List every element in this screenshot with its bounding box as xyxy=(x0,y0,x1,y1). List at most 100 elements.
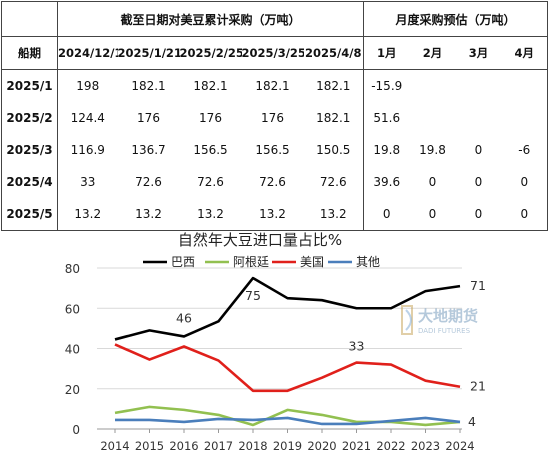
row-label: 2025/2 xyxy=(1,102,58,134)
cell: 0 xyxy=(474,143,483,157)
series-lines xyxy=(114,276,461,427)
cell: 19.8 xyxy=(419,143,446,157)
x-tick-label: 2016 xyxy=(169,439,198,453)
cell: 156.5 xyxy=(193,143,228,157)
y-tick-label: 20 xyxy=(65,383,80,397)
watermark-cn: 大地期货 xyxy=(418,307,478,325)
cell: 0 xyxy=(474,175,483,189)
month-col: 2月 xyxy=(409,36,456,70)
data-label: 33 xyxy=(349,339,365,354)
date-col: 2025/2/25 xyxy=(179,36,242,70)
cell: 176 xyxy=(199,111,222,125)
legend-label: 阿根廷 xyxy=(233,255,269,269)
cell: -6 xyxy=(501,134,549,166)
y-axis: 0 20 40 60 80 xyxy=(65,262,80,437)
dadi-futures-watermark: 大地期货 DADI FUTURES xyxy=(398,300,498,340)
month-col: 4月 xyxy=(501,36,549,70)
cell xyxy=(410,70,456,103)
date-col: 2024/12/1 xyxy=(57,36,118,70)
y-tick-label: 40 xyxy=(65,343,80,357)
cell: 13.2 xyxy=(303,198,364,231)
legend: 巴西 阿根廷 美国 其他 xyxy=(143,255,380,269)
table-row: 2025/1 198 182.1 182.1 182.1 182.1 -15.9 xyxy=(1,69,549,103)
cell: 72.6 xyxy=(197,175,224,189)
header-cumulative: 截至日期对美豆累计采购（万吨） xyxy=(57,1,364,37)
cell: 182.1 xyxy=(255,79,290,93)
data-label: 75 xyxy=(245,288,261,303)
table-row: 2025/5 13.2 13.2 13.2 13.2 13.2 0 0 0 0 xyxy=(1,198,549,231)
cell: 198 xyxy=(76,79,100,93)
date-col: 2025/3/25 xyxy=(241,36,304,70)
data-label: 71 xyxy=(470,278,486,293)
cell: 0 xyxy=(428,175,437,189)
cell: 136.7 xyxy=(131,143,166,157)
data-label: 4 xyxy=(468,414,476,429)
cell: 33 xyxy=(80,175,96,189)
row-label: 2025/5 xyxy=(1,198,58,231)
cell: 150.5 xyxy=(303,134,364,166)
series-line-阿根廷 xyxy=(114,405,461,427)
date-col: 2025/1/21 xyxy=(117,36,180,70)
x-tick-label: 2021 xyxy=(342,439,371,453)
cell: 124.4 xyxy=(70,111,105,125)
logo-icon: 大地期货 DADI FUTURES xyxy=(401,305,478,335)
cell: 176 xyxy=(137,111,160,125)
date-col: 2025/4/8 xyxy=(303,36,364,70)
y-tick-label: 80 xyxy=(65,262,80,276)
legend-label: 其他 xyxy=(356,255,380,269)
cell xyxy=(410,102,456,134)
y-tick-label: 0 xyxy=(72,423,80,437)
cell: 72.6 xyxy=(135,175,162,189)
row-label: 2025/4 xyxy=(1,166,58,198)
cell: 19.8 xyxy=(373,143,401,157)
cell: 176 xyxy=(261,111,284,125)
x-axis: 2014 2015 2016 2017 2018 2019 2020 2021 2022 2023… xyxy=(100,429,475,453)
month-col: 1月 xyxy=(363,36,410,70)
annotations: 46 75 33 71 21 4 xyxy=(176,278,486,429)
x-tick-label: 2024 xyxy=(445,439,474,453)
cell: 156.5 xyxy=(255,143,290,157)
x-tick-label: 2022 xyxy=(376,439,405,453)
row-label: 2025/1 xyxy=(1,69,58,102)
cell: 0 xyxy=(409,198,456,231)
x-tick-label: 2017 xyxy=(204,439,233,453)
cell: 13.2 xyxy=(241,198,304,231)
header-monthly: 月度采购预估（万吨） xyxy=(362,1,549,37)
series-line-巴西 xyxy=(114,276,461,341)
cell: 182.1 xyxy=(131,79,166,93)
row-label: 2025/3 xyxy=(1,134,58,166)
cell: 0 xyxy=(363,198,410,231)
cell: 0 xyxy=(501,166,549,198)
series-line-其他 xyxy=(115,416,461,426)
cell: 0 xyxy=(501,198,549,231)
x-tick-label: 2015 xyxy=(135,439,164,453)
cell xyxy=(456,70,502,103)
cell: 13.2 xyxy=(179,198,242,231)
chart-title: 自然年大豆进口量占比% xyxy=(178,231,342,249)
cell: 72.6 xyxy=(303,166,364,198)
y-tick-label: 60 xyxy=(65,302,80,316)
x-tick-label: 2018 xyxy=(238,439,267,453)
procurement-table: 截至日期对美豆累计采购（万吨） 月度采购预估（万吨） 船期 2024/12/1 … xyxy=(1,1,549,231)
series-line-美国 xyxy=(114,343,461,393)
data-label: 46 xyxy=(176,310,192,325)
cell: 39.6 xyxy=(373,175,401,189)
cell xyxy=(501,69,549,102)
cell xyxy=(501,102,549,134)
watermark-en: DADI FUTURES xyxy=(418,327,471,335)
cell xyxy=(456,102,502,134)
cell: 51.6 xyxy=(373,111,401,125)
cell: 72.6 xyxy=(259,175,286,189)
cell: 182.1 xyxy=(303,69,364,102)
x-tick-label: 2023 xyxy=(411,439,440,453)
cell: 13.2 xyxy=(117,198,180,231)
x-tick-label: 2019 xyxy=(273,439,302,453)
cell: 182.1 xyxy=(303,102,364,134)
x-tick-label: 2020 xyxy=(307,439,336,453)
legend-label: 美国 xyxy=(300,255,324,269)
table-row: 2025/4 33 72.6 72.6 72.6 72.6 39.6 0 0 0 xyxy=(1,166,549,198)
row-header: 船期 xyxy=(1,36,58,70)
month-col: 3月 xyxy=(455,36,502,70)
corner-cell xyxy=(1,1,58,37)
